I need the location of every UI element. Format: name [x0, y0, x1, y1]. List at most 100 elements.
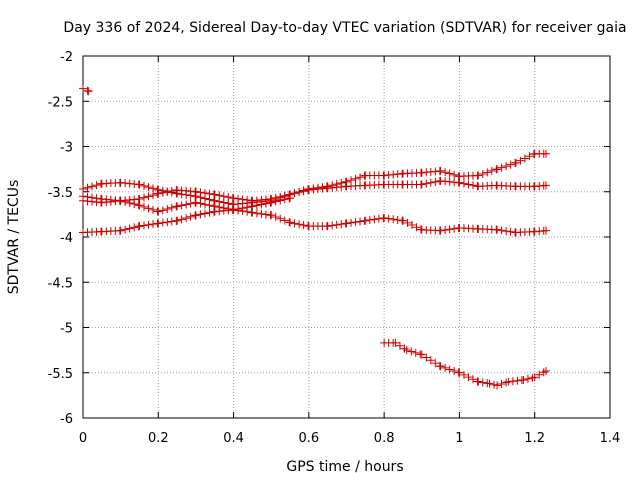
- data-point: [493, 225, 502, 234]
- data-point: [224, 193, 233, 202]
- y-tick-label: -2.5: [48, 95, 73, 110]
- data-point: [328, 221, 337, 230]
- y-tick-label: -2: [60, 50, 73, 65]
- data-point: [173, 202, 182, 211]
- data-point: [436, 226, 445, 235]
- series-isolated: [79, 84, 93, 96]
- data-point: [374, 214, 383, 223]
- data-point: [154, 219, 163, 228]
- data-point: [252, 209, 261, 218]
- data-point: [478, 378, 487, 387]
- data-point: [497, 379, 506, 388]
- data-point: [280, 195, 289, 204]
- data-point: [445, 365, 454, 374]
- data-point: [267, 211, 276, 220]
- data-point: [426, 178, 435, 187]
- grid: [83, 56, 610, 418]
- x-tick-label: 0.2: [148, 431, 169, 446]
- data-point: [79, 185, 87, 194]
- data-point: [139, 193, 148, 202]
- data-point: [215, 191, 224, 200]
- data-point: [389, 215, 398, 224]
- data-point: [154, 207, 163, 216]
- data-point: [280, 216, 289, 225]
- data-point: [450, 366, 459, 375]
- data-point: [149, 220, 158, 229]
- data-point: [347, 218, 356, 227]
- data-point: [83, 183, 92, 192]
- data-point: [542, 226, 551, 235]
- data-points: [79, 84, 551, 390]
- x-tick-label: 0.4: [223, 431, 244, 446]
- data-point: [271, 197, 280, 206]
- data-point: [173, 216, 182, 225]
- data-point: [252, 201, 261, 210]
- data-point: [135, 201, 144, 210]
- data-point: [163, 205, 172, 214]
- data-point: [422, 353, 431, 362]
- data-point: [196, 188, 205, 197]
- data-point: [417, 180, 426, 189]
- data-point: [271, 213, 280, 222]
- data-point: [234, 206, 243, 215]
- y-tick-label: -3.5: [48, 186, 73, 201]
- data-point: [238, 207, 247, 216]
- data-point: [200, 200, 209, 209]
- data-point: [395, 341, 404, 350]
- data-point: [351, 174, 360, 183]
- series-drop-off: [380, 338, 551, 390]
- data-point: [286, 218, 295, 227]
- data-point: [238, 195, 247, 204]
- y-tick-label: -3: [60, 141, 73, 156]
- data-point: [542, 366, 551, 375]
- series-lowest: [79, 205, 551, 237]
- data-point: [295, 220, 304, 229]
- data-point: [154, 189, 163, 198]
- data-point: [158, 218, 167, 227]
- data-point: [474, 171, 483, 180]
- data-point: [450, 224, 459, 233]
- y-tick-label: -4.5: [48, 276, 73, 291]
- data-point: [299, 187, 308, 196]
- data-point: [417, 350, 426, 359]
- data-point: [130, 200, 139, 209]
- data-point: [502, 378, 511, 387]
- data-point: [422, 179, 431, 188]
- data-point: [431, 177, 440, 186]
- series-lower-middle: [79, 194, 295, 216]
- data-point: [257, 200, 266, 209]
- data-point: [356, 217, 365, 226]
- data-point: [125, 224, 134, 233]
- data-point: [384, 214, 393, 223]
- data-point: [139, 221, 148, 230]
- data-point: [502, 227, 511, 236]
- x-tick-labels: 0 0.2 0.4 0.6 0.8 1 1.2 1.4: [79, 431, 620, 446]
- y-tick-label: -5.5: [48, 367, 73, 382]
- data-point: [182, 214, 191, 223]
- data-point: [135, 180, 144, 189]
- data-point: [79, 84, 87, 93]
- data-point: [144, 220, 153, 229]
- data-point: [267, 198, 276, 207]
- data-point: [530, 373, 539, 382]
- data-point: [257, 209, 266, 218]
- data-point: [426, 356, 435, 365]
- chart-title: Day 336 of 2024, Sidereal Day-to-day VTE…: [63, 20, 626, 36]
- x-tick-label: 0: [79, 431, 87, 446]
- data-point: [398, 216, 407, 225]
- data-point: [403, 218, 412, 227]
- data-point: [535, 370, 544, 379]
- data-point: [478, 169, 487, 178]
- data-point: [464, 180, 473, 189]
- data-point: [459, 370, 468, 379]
- data-point: [261, 199, 270, 208]
- data-point: [83, 86, 92, 95]
- data-point: [493, 381, 502, 390]
- data-point: [177, 215, 186, 224]
- data-point: [243, 196, 252, 205]
- data-point: [200, 209, 209, 218]
- data-point: [485, 379, 494, 388]
- data-point: [508, 377, 517, 386]
- data-point: [513, 376, 522, 385]
